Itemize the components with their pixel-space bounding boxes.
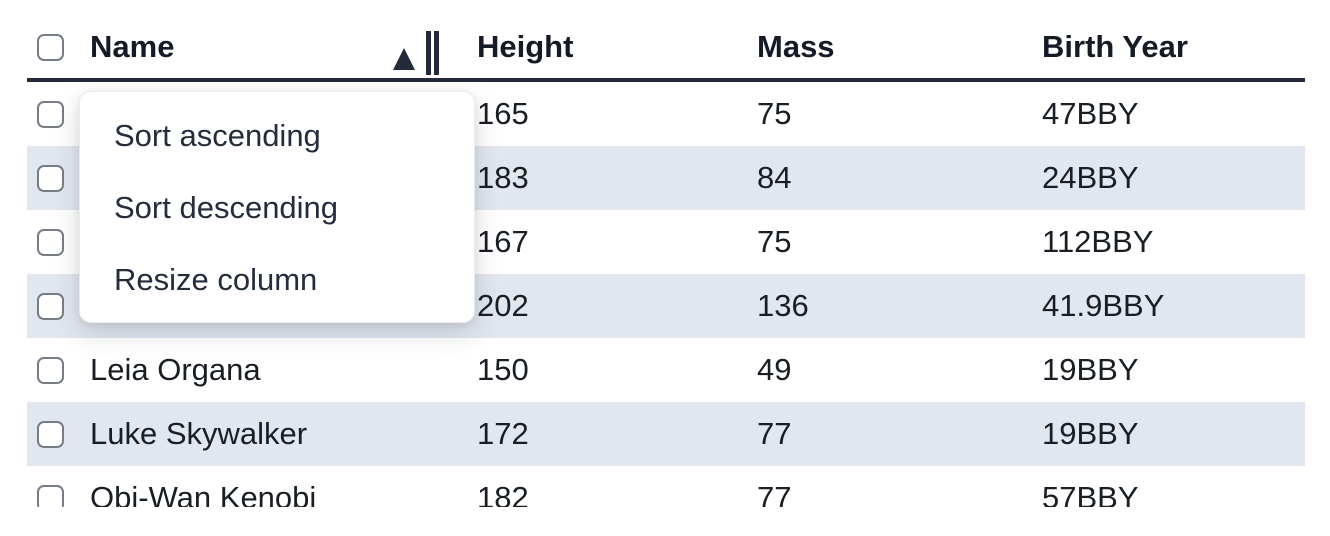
row-select-cell bbox=[27, 100, 75, 128]
column-resize-handle[interactable] bbox=[426, 31, 439, 75]
sort-ascending-icon bbox=[393, 48, 415, 70]
column-context-menu: Sort ascending Sort descending Resize co… bbox=[79, 91, 475, 323]
table-row[interactable]: Luke Skywalker 172 77 19BBY bbox=[27, 402, 1305, 466]
header-cell-birth-year[interactable]: Birth Year bbox=[1025, 29, 1305, 65]
cell-birth-year: 41.9BBY bbox=[1042, 288, 1165, 323]
cell-birth-year: 19BBY bbox=[1042, 352, 1139, 387]
cell-height: 183 bbox=[477, 160, 529, 195]
cell-name-text: Obi-Wan Kenobi bbox=[90, 480, 317, 507]
cell-birth-year: 112BBY bbox=[1042, 224, 1154, 259]
cell-name: Obi-Wan Kenobi bbox=[75, 466, 460, 507]
cell-birth-year: 47BBY bbox=[1042, 96, 1139, 131]
cell-height: 165 bbox=[477, 96, 529, 131]
row-checkbox[interactable] bbox=[37, 228, 64, 256]
cell-height: 150 bbox=[477, 352, 529, 387]
table-row[interactable]: Obi-Wan Kenobi 182 77 57BBY bbox=[27, 466, 1305, 507]
cell-birth-year: 24BBY bbox=[1042, 160, 1139, 195]
cell-name: Leia Organa bbox=[75, 338, 460, 402]
header-label-name: Name bbox=[90, 29, 175, 64]
cell-mass: 49 bbox=[757, 352, 792, 387]
header-label-height: Height bbox=[477, 29, 574, 64]
menu-item-resize-column[interactable]: Resize column bbox=[80, 244, 474, 316]
cell-birth-year: 57BBY bbox=[1042, 480, 1139, 507]
header-cell-height[interactable]: Height bbox=[460, 29, 740, 65]
select-all-checkbox[interactable] bbox=[37, 33, 64, 61]
header-select-cell bbox=[27, 33, 75, 61]
cell-height: 172 bbox=[477, 416, 529, 451]
cell-mass: 75 bbox=[757, 224, 792, 259]
row-select-cell bbox=[27, 164, 75, 192]
menu-item-sort-ascending[interactable]: Sort ascending bbox=[80, 100, 474, 172]
row-checkbox[interactable] bbox=[37, 292, 64, 320]
cell-mass: 75 bbox=[757, 96, 792, 131]
header-label-birth-year: Birth Year bbox=[1042, 29, 1188, 64]
cell-height: 182 bbox=[477, 480, 529, 507]
cell-mass: 77 bbox=[757, 416, 792, 451]
cell-name: Luke Skywalker bbox=[75, 402, 460, 466]
row-select-cell bbox=[27, 292, 75, 320]
cell-height: 167 bbox=[477, 224, 529, 259]
row-checkbox[interactable] bbox=[37, 484, 64, 507]
table-header-row: Name Height Mass Birth Year bbox=[27, 0, 1305, 82]
row-checkbox[interactable] bbox=[37, 420, 64, 448]
cell-height: 202 bbox=[477, 288, 529, 323]
row-select-cell bbox=[27, 484, 75, 507]
row-checkbox[interactable] bbox=[37, 356, 64, 384]
row-checkbox[interactable] bbox=[37, 164, 64, 192]
table-row[interactable]: Leia Organa 150 49 19BBY bbox=[27, 338, 1305, 402]
cell-mass: 84 bbox=[757, 160, 792, 195]
row-select-cell bbox=[27, 420, 75, 448]
row-select-cell bbox=[27, 356, 75, 384]
menu-item-sort-descending[interactable]: Sort descending bbox=[80, 172, 474, 244]
header-label-mass: Mass bbox=[757, 29, 835, 64]
header-cell-name[interactable]: Name bbox=[75, 16, 460, 78]
header-cell-mass[interactable]: Mass bbox=[740, 29, 1025, 65]
row-checkbox[interactable] bbox=[37, 100, 64, 128]
cell-name-text: Leia Organa bbox=[90, 352, 261, 387]
cell-mass: 77 bbox=[757, 480, 792, 507]
cell-name-text: Luke Skywalker bbox=[90, 416, 308, 451]
row-select-cell bbox=[27, 228, 75, 256]
cell-mass: 136 bbox=[757, 288, 809, 323]
resize-bar-icon bbox=[434, 31, 439, 75]
resize-bar-icon bbox=[426, 31, 431, 75]
cell-birth-year: 19BBY bbox=[1042, 416, 1139, 451]
